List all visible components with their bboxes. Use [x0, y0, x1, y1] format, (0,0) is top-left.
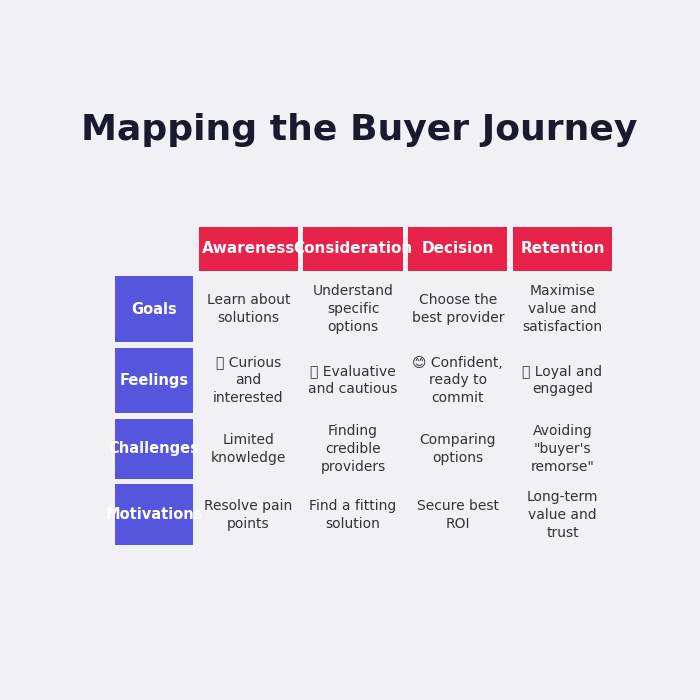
FancyBboxPatch shape: [199, 348, 298, 413]
Text: 🤩 Loyal and
engaged: 🤩 Loyal and engaged: [522, 365, 603, 396]
FancyBboxPatch shape: [199, 276, 298, 342]
Text: Retention: Retention: [520, 241, 605, 256]
Text: Finding
credible
providers: Finding credible providers: [321, 424, 386, 474]
FancyBboxPatch shape: [303, 484, 402, 545]
FancyBboxPatch shape: [408, 484, 508, 545]
FancyBboxPatch shape: [513, 484, 612, 545]
Text: Choose the
best provider: Choose the best provider: [412, 293, 504, 326]
FancyBboxPatch shape: [115, 484, 193, 545]
Text: Mapping the Buyer Journey: Mapping the Buyer Journey: [80, 113, 637, 147]
Text: Comparing
options: Comparing options: [419, 433, 496, 465]
Text: Decision: Decision: [421, 241, 494, 256]
Text: Consideration: Consideration: [293, 241, 413, 256]
Text: Avoiding
"buyer's
remorse": Avoiding "buyer's remorse": [531, 424, 594, 474]
FancyBboxPatch shape: [303, 419, 402, 479]
Text: 🤔 Evaluative
and cautious: 🤔 Evaluative and cautious: [309, 365, 398, 396]
FancyBboxPatch shape: [408, 419, 508, 479]
FancyBboxPatch shape: [408, 276, 508, 342]
Text: Maximise
value and
satisfaction: Maximise value and satisfaction: [522, 284, 603, 334]
Text: Learn about
solutions: Learn about solutions: [206, 293, 290, 326]
Text: Limited
knowledge: Limited knowledge: [211, 433, 286, 465]
Text: Feelings: Feelings: [120, 373, 188, 388]
FancyBboxPatch shape: [408, 227, 508, 271]
FancyBboxPatch shape: [303, 348, 402, 413]
FancyBboxPatch shape: [303, 276, 402, 342]
Text: Long-term
value and
trust: Long-term value and trust: [526, 490, 598, 540]
Text: Awareness: Awareness: [202, 241, 295, 256]
FancyBboxPatch shape: [199, 227, 298, 271]
FancyBboxPatch shape: [199, 484, 298, 545]
FancyBboxPatch shape: [115, 419, 193, 479]
FancyBboxPatch shape: [513, 419, 612, 479]
FancyBboxPatch shape: [115, 348, 193, 413]
FancyBboxPatch shape: [513, 276, 612, 342]
FancyBboxPatch shape: [513, 348, 612, 413]
Text: Challenges: Challenges: [108, 442, 200, 456]
Text: 🤔 Curious
and
interested: 🤔 Curious and interested: [213, 356, 284, 405]
Text: Find a fitting
solution: Find a fitting solution: [309, 498, 397, 531]
FancyBboxPatch shape: [513, 227, 612, 271]
FancyBboxPatch shape: [199, 419, 298, 479]
Text: Motivations: Motivations: [105, 508, 203, 522]
FancyBboxPatch shape: [303, 227, 402, 271]
FancyBboxPatch shape: [408, 348, 508, 413]
Text: Understand
specific
options: Understand specific options: [313, 284, 393, 334]
Text: 😊 Confident,
ready to
commit: 😊 Confident, ready to commit: [412, 356, 503, 405]
Text: Goals: Goals: [131, 302, 177, 317]
Text: Secure best
ROI: Secure best ROI: [416, 498, 499, 531]
FancyBboxPatch shape: [115, 227, 193, 271]
Text: Resolve pain
points: Resolve pain points: [204, 498, 293, 531]
FancyBboxPatch shape: [115, 276, 193, 342]
